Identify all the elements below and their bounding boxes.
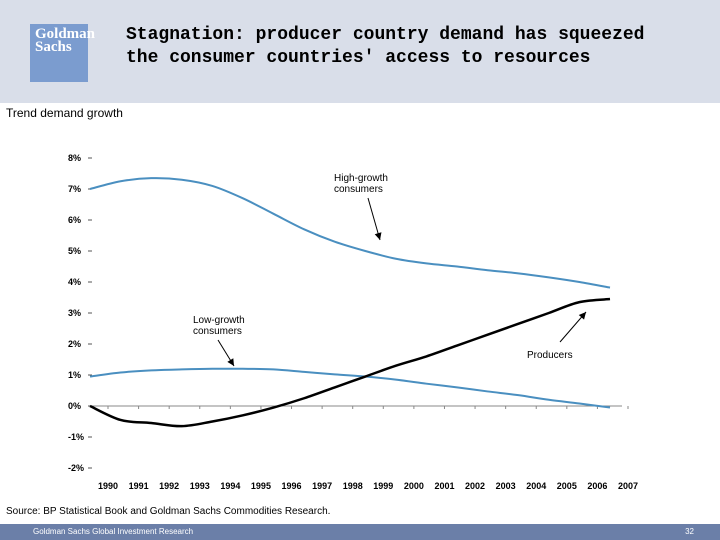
x-tick-label: 2005 <box>557 481 577 491</box>
y-tick-label: 0% <box>68 401 81 411</box>
x-tick-label: 1992 <box>159 481 179 491</box>
footer-bar: Goldman Sachs Global Investment Research… <box>0 524 720 540</box>
x-tick-label: 2006 <box>587 481 607 491</box>
series-line-producers <box>89 297 611 428</box>
annotation-label: consumers <box>193 326 242 337</box>
y-tick-label: 8% <box>68 153 81 163</box>
series-line-high-growth <box>89 177 611 289</box>
y-tick-label: 4% <box>68 277 81 287</box>
annotation-label: consumers <box>334 184 383 195</box>
x-tick-label: 2001 <box>434 481 454 491</box>
y-tick-label: 6% <box>68 215 81 225</box>
logo-line1: Goldman <box>35 26 96 42</box>
annotation-arrowhead <box>227 358 234 366</box>
goldman-sachs-logo: Goldman Sachs <box>30 24 96 82</box>
x-tick-label: 2002 <box>465 481 485 491</box>
x-tick-label: 1996 <box>282 481 302 491</box>
logo-line2: Sachs <box>35 39 72 55</box>
y-tick-label: -2% <box>68 463 84 473</box>
y-tick-label: 7% <box>68 184 81 194</box>
y-tick-label: 2% <box>68 339 81 349</box>
x-tick-label: 1995 <box>251 481 271 491</box>
x-tick-label: 1998 <box>343 481 363 491</box>
x-tick-label: 1994 <box>220 481 240 491</box>
y-tick-label: -1% <box>68 432 84 442</box>
annotation-label: Low-growth <box>193 315 245 326</box>
annotation-arrow-line <box>367 197 381 241</box>
y-tick-label: 1% <box>68 370 81 380</box>
y-tick-label: 3% <box>68 308 81 318</box>
annotation-label: High-growth <box>334 173 388 184</box>
source-note: Source: BP Statistical Book and Goldman … <box>6 506 331 517</box>
annotation-arrowhead <box>578 312 586 320</box>
x-tick-label: 2004 <box>526 481 546 491</box>
x-tick-label: 1990 <box>98 481 118 491</box>
annotation-arrowhead <box>374 232 382 240</box>
y-tick-label: 5% <box>68 246 81 256</box>
slide-title: Stagnation: producer country demand has … <box>126 25 645 68</box>
chart-subtitle: Trend demand growth <box>6 106 123 120</box>
x-tick-label: 2003 <box>496 481 516 491</box>
x-tick-label: 2000 <box>404 481 424 491</box>
series-line-low-growth <box>89 367 611 409</box>
x-tick-label: 2007 <box>618 481 638 491</box>
x-tick-label: 1991 <box>129 481 149 491</box>
x-tick-label: 1997 <box>312 481 332 491</box>
x-tick-label: 1999 <box>373 481 393 491</box>
footer-text: Goldman Sachs Global Investment Research <box>33 527 194 536</box>
header-banner: Goldman Sachs Stagnation: producer count… <box>0 0 720 103</box>
page-number: 32 <box>685 527 694 536</box>
x-tick-label: 1993 <box>190 481 210 491</box>
annotation-label: Producers <box>527 350 573 361</box>
